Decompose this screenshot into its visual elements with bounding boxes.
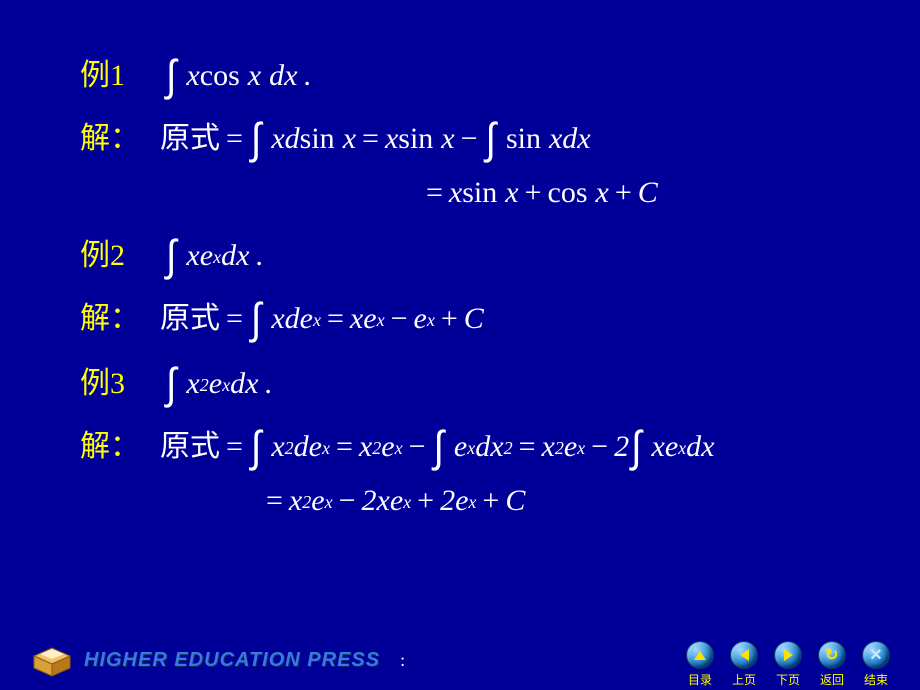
example-3-integral: ∫x2exdx. — [164, 360, 278, 403]
nav-toc-icon — [686, 641, 714, 669]
nav-close-icon: ✕ — [862, 641, 890, 669]
example-1-solution-line2: =xsinx+cosx+C — [420, 176, 860, 210]
example-3-solution-line2: =x2ex−2xex+2ex+C — [260, 484, 860, 518]
example-2-label: 例2 — [80, 230, 140, 274]
example-1-step2: =xsinx+cosx+C — [420, 176, 658, 210]
footer: HIGHER EDUCATION PRESS : 目录 上页 下页 ↺ 返回 ✕… — [0, 630, 920, 690]
solution-label: 解： — [80, 421, 140, 465]
nav-prev[interactable]: 上页 — [730, 641, 758, 688]
nav-bar: 目录 上页 下页 ↺ 返回 ✕ 结束 — [686, 641, 890, 688]
example-3-step2: =x2ex−2xex+2ex+C — [260, 484, 525, 518]
chest-icon — [30, 642, 74, 678]
example-3-solution-line1: 解： 原式 =∫x2dex =x2ex− ∫exdx2 =x2ex−2 ∫xex… — [80, 421, 860, 466]
nav-close-label: 结束 — [864, 671, 888, 688]
nav-back[interactable]: ↺ 返回 — [818, 641, 846, 688]
brand-text: HIGHER EDUCATION PRESS — [84, 649, 380, 672]
nav-next-label: 下页 — [776, 671, 800, 688]
nav-prev-icon — [730, 641, 758, 669]
nav-back-icon: ↺ — [818, 641, 846, 669]
example-1-solution-line1: 解： 原式 =∫xdsinx =xsinx− ∫sinxdx — [80, 113, 860, 158]
example-2-header: 例2 ∫xexdx. — [80, 230, 860, 275]
example-3-header: 例3 ∫x2exdx. — [80, 358, 860, 403]
step-prefix: 原式 — [160, 113, 220, 157]
solution-label: 解： — [80, 293, 140, 337]
nav-next-icon — [774, 641, 802, 669]
nav-toc-label: 目录 — [688, 671, 712, 688]
nav-next[interactable]: 下页 — [774, 641, 802, 688]
nav-toc[interactable]: 目录 — [686, 641, 714, 688]
nav-close[interactable]: ✕ 结束 — [862, 641, 890, 688]
example-2-step1: =∫xdex =xex−ex+C — [220, 295, 484, 338]
brand-logo: HIGHER EDUCATION PRESS : — [30, 642, 405, 678]
solution-label: 解： — [80, 113, 140, 157]
example-2-integral: ∫xexdx. — [164, 232, 269, 275]
step-prefix: 原式 — [160, 293, 220, 337]
nav-prev-label: 上页 — [732, 671, 756, 688]
example-1-step1: =∫xdsinx =xsinx− ∫sinxdx — [220, 115, 591, 158]
footer-colon: : — [400, 650, 405, 671]
example-2-solution: 解： 原式 =∫xdex =xex−ex+C — [80, 293, 860, 338]
example-1-integral: ∫xcosxdx. — [164, 52, 317, 95]
example-3-step1: =∫x2dex =x2ex− ∫exdx2 =x2ex−2 ∫xexdx — [220, 423, 714, 466]
slide-content: 例1 ∫xcosxdx. 解： 原式 =∫xdsinx =xsinx− ∫sin… — [0, 0, 920, 630]
example-3-label: 例3 — [80, 358, 140, 402]
example-1-label: 例1 — [80, 50, 140, 94]
example-1-header: 例1 ∫xcosxdx. — [80, 50, 860, 95]
step-prefix: 原式 — [160, 421, 220, 465]
nav-back-label: 返回 — [820, 671, 844, 688]
